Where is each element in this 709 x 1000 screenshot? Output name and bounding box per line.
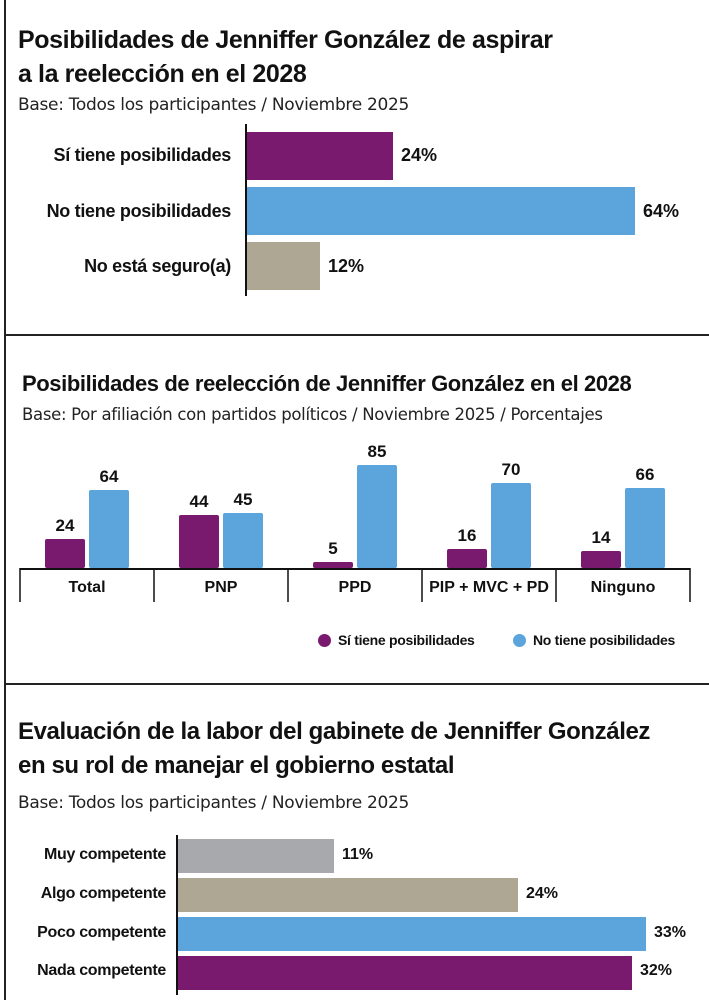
chart1-bar-no-seguro bbox=[247, 242, 320, 290]
chart1-title-line2: a la reelección en el 2028 bbox=[18, 60, 307, 88]
chart2-subtitle: Base: Por afiliación con partidos políti… bbox=[22, 405, 603, 424]
chart3-category-label: Muy competente bbox=[43, 846, 166, 863]
chart3-bar-algo bbox=[178, 878, 518, 912]
chart2-legend-si: Sí tiene posibilidades bbox=[318, 632, 475, 648]
chart3-category-label: Algo competente bbox=[40, 885, 167, 902]
chart2-bar-no bbox=[625, 488, 665, 568]
left-rule bbox=[4, 0, 6, 1000]
chart3-title-line2: en su rol de manejar el gobierno estatal bbox=[18, 752, 455, 779]
chart1-bar-si bbox=[247, 132, 393, 180]
chart2-bar-si bbox=[447, 549, 487, 568]
chart2-value-label: 70 bbox=[502, 460, 521, 479]
chart2-bar-si bbox=[313, 562, 353, 568]
chart1-value-label: 12% bbox=[328, 256, 365, 276]
legend-swatch-si bbox=[318, 633, 331, 647]
chart3-axis bbox=[176, 835, 178, 995]
chart2-value-label: 44 bbox=[190, 492, 209, 511]
chart2-category-label: PPD bbox=[339, 579, 372, 596]
chart1-value-label: 64% bbox=[643, 201, 680, 221]
chart2-value-label: 16 bbox=[458, 526, 477, 545]
chart3-title-line1: Evaluación de la labor del gabinete de J… bbox=[18, 718, 651, 745]
chart3-value-label: 32% bbox=[640, 962, 673, 979]
chart2-value-label: 64 bbox=[100, 467, 119, 486]
chart3-bar-muy bbox=[178, 839, 334, 873]
chart1-category-label: No está seguro(a) bbox=[84, 256, 231, 276]
legend-swatch-no bbox=[513, 633, 526, 647]
chart2-value-label: 45 bbox=[234, 490, 253, 509]
chart3-value-label: 24% bbox=[526, 885, 559, 902]
chart2-title: Posibilidades de reelección de Jenniffer… bbox=[22, 371, 632, 396]
chart2-bar-si bbox=[45, 539, 85, 568]
chart3-category-label: Poco competente bbox=[37, 924, 166, 941]
chart2-bar-si bbox=[581, 551, 621, 568]
section-divider bbox=[4, 683, 709, 685]
chart2-plot: 24 64 Total 44 45 PNP 5 85 PPD 16 70 PIP + MVC + PD… bbox=[19, 442, 691, 602]
chart3-value-label: 33% bbox=[654, 924, 687, 941]
chart2-value-label: 85 bbox=[368, 442, 387, 461]
chart2-bar-si bbox=[179, 515, 219, 568]
chart1-subtitle: Base: Todos los participantes / Noviembr… bbox=[18, 95, 410, 115]
chart1-axis bbox=[245, 124, 247, 296]
chart2-value-label: 66 bbox=[636, 465, 655, 484]
chart1-bar-no bbox=[247, 187, 635, 235]
section-divider bbox=[4, 334, 709, 336]
chart2-value-label: 14 bbox=[592, 528, 611, 547]
chart3-subtitle: Base: Todos los participantes / Noviembr… bbox=[18, 793, 410, 813]
chart2-bar-no bbox=[357, 465, 397, 568]
chart3-value-label: 11% bbox=[342, 846, 374, 863]
chart3-bar-poco bbox=[178, 917, 646, 951]
chart2-legend-no: No tiene posibilidades bbox=[513, 632, 675, 648]
chart1-category-label: No tiene posibilidades bbox=[46, 201, 232, 221]
chart2-category-label: Ninguno bbox=[591, 579, 656, 596]
chart1-title-line1: Posibilidades de Jenniffer González de a… bbox=[18, 26, 553, 54]
chart2-category-label: PNP bbox=[205, 579, 238, 596]
chart2-category-label: Total bbox=[68, 579, 105, 596]
chart3-bar-nada bbox=[178, 956, 632, 990]
chart2-bar-no bbox=[491, 483, 531, 568]
chart2-value-label: 5 bbox=[328, 539, 337, 558]
chart1-category-label: Sí tiene posibilidades bbox=[53, 145, 232, 165]
legend-label-si: Sí tiene posibilidades bbox=[338, 632, 475, 648]
chart2-bar-no bbox=[223, 513, 263, 568]
chart2-category-label: PIP + MVC + PD bbox=[429, 579, 549, 596]
legend-label-no: No tiene posibilidades bbox=[533, 632, 675, 648]
chart2-bar-no bbox=[89, 490, 129, 568]
chart1-value-label: 24% bbox=[401, 145, 438, 165]
chart3-category-label: Nada competente bbox=[37, 962, 166, 979]
chart2-value-label: 24 bbox=[56, 516, 75, 535]
